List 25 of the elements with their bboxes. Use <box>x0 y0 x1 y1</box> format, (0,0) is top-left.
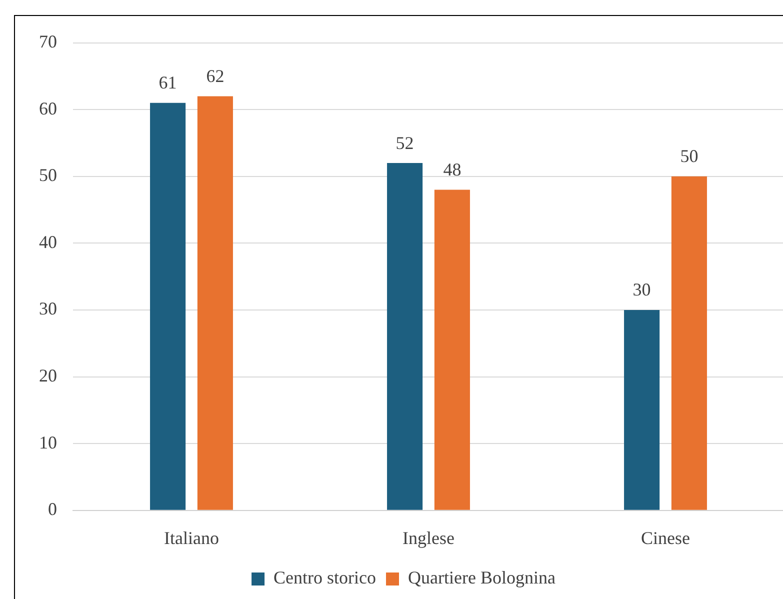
y-tick-label: 70 <box>39 32 57 52</box>
x-tick-label: Cinese <box>641 528 690 548</box>
y-tick-label: 20 <box>39 366 57 386</box>
y-tick-label: 50 <box>39 165 57 186</box>
data-label: 48 <box>443 159 462 180</box>
data-label: 61 <box>158 72 177 93</box>
y-tick-label: 10 <box>39 432 57 452</box>
bar <box>197 96 233 510</box>
bar <box>671 176 707 510</box>
bar <box>624 310 660 510</box>
y-tick-label: 60 <box>39 98 57 118</box>
legend-label: Quartiere Bolognina <box>408 568 556 588</box>
y-tick-label: 40 <box>39 232 57 252</box>
data-label: 30 <box>632 280 651 300</box>
data-label: 52 <box>396 132 414 153</box>
x-tick-label: Italiano <box>164 528 219 548</box>
bar <box>150 102 186 510</box>
y-tick-label: 30 <box>39 298 57 319</box>
data-label: 62 <box>206 66 224 86</box>
x-tick-label: Inglese <box>402 528 454 548</box>
bar <box>387 163 423 510</box>
legend-label: Centro storico <box>274 568 376 588</box>
bar <box>434 190 470 510</box>
y-tick-label: 0 <box>48 499 57 520</box>
data-label: 50 <box>680 146 698 166</box>
